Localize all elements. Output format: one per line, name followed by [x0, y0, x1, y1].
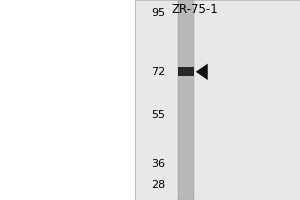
Text: 28: 28: [151, 180, 165, 190]
Text: 36: 36: [151, 159, 165, 169]
Text: 95: 95: [151, 8, 165, 18]
Bar: [135, 0, 300, 200]
Text: ZR-75-1: ZR-75-1: [172, 3, 218, 16]
Text: 72: 72: [151, 67, 165, 77]
Polygon shape: [196, 64, 208, 80]
Bar: [178, 0, 194, 200]
Bar: [135, 0, 300, 200]
Text: 55: 55: [151, 110, 165, 120]
Bar: [178, 67, 194, 76]
